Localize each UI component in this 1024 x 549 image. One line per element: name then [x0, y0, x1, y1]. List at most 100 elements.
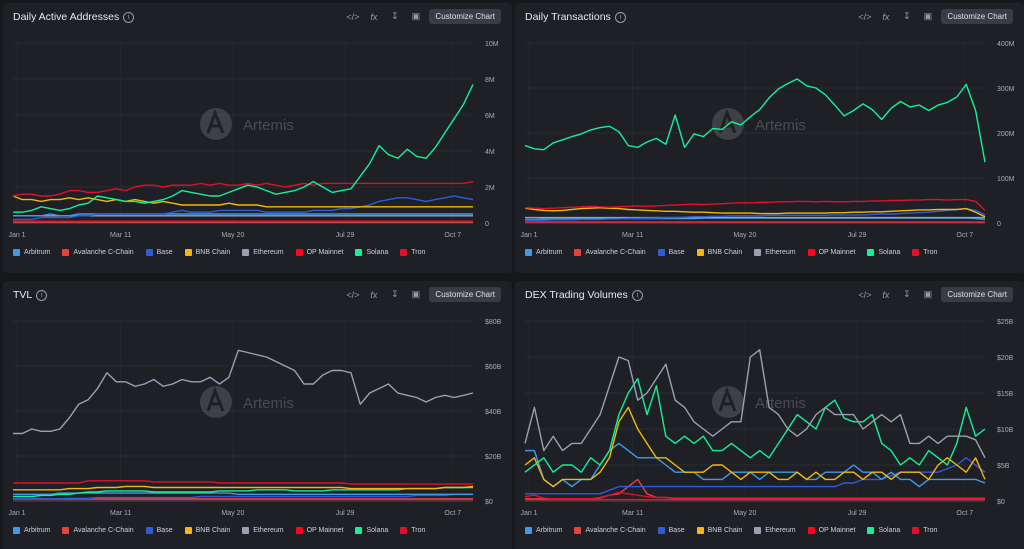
series-line-base: [13, 195, 474, 221]
formula-icon[interactable]: fx: [370, 11, 378, 22]
download-icon[interactable]: ↧: [391, 11, 399, 21]
legend-label: Solana: [366, 527, 389, 534]
legend-swatch: [184, 249, 192, 256]
customize-chart-button[interactable]: Customize Chart: [941, 287, 1013, 302]
legend-swatch: [355, 249, 363, 256]
info-icon[interactable]: i: [36, 290, 48, 301]
legend-item-solana[interactable]: Solana: [867, 249, 900, 256]
chart-legend: Arbitrum Avalanche C-Chain Base BNB Chain Et…: [525, 249, 949, 256]
download-icon[interactable]: ↧: [903, 11, 911, 21]
artemis-watermark: Artemis: [200, 386, 294, 418]
artemis-watermark-text: Artemis: [243, 395, 294, 412]
legend-item-base[interactable]: Base: [145, 249, 173, 256]
formula-icon[interactable]: fx: [882, 11, 890, 22]
series-line-solana: [524, 377, 986, 473]
camera-icon[interactable]: ▣: [923, 11, 933, 21]
series-line-tron: [12, 180, 474, 197]
legend-item-solana[interactable]: Solana: [355, 249, 388, 256]
legend-item-op-mainnet[interactable]: OP Mainnet: [807, 527, 855, 534]
legend-item-avalanche-c-chain[interactable]: Avalanche C-Chain: [574, 249, 646, 256]
customize-chart-button[interactable]: Customize Chart: [429, 9, 501, 24]
x-tick-label: May 20: [221, 510, 244, 517]
legend-item-arbitrum[interactable]: Arbitrum: [525, 249, 562, 256]
x-tick-label: Oct 7: [956, 232, 973, 239]
legend-swatch: [912, 527, 920, 534]
legend-label: Tron: [923, 527, 938, 534]
legend-swatch: [754, 527, 762, 534]
customize-chart-button[interactable]: Customize Chart: [941, 9, 1013, 24]
legend-item-arbitrum[interactable]: Arbitrum: [525, 527, 562, 534]
legend-swatch: [145, 527, 153, 534]
x-tick-label: Jan 1: [520, 510, 537, 517]
legend-item-ethereum[interactable]: Ethereum: [242, 527, 284, 534]
legend-item-bnb-chain[interactable]: BNB Chain: [184, 527, 230, 534]
legend-label: Ethereum: [765, 527, 796, 534]
legend-item-bnb-chain[interactable]: BNB Chain: [696, 249, 742, 256]
legend-item-avalanche-c-chain[interactable]: Avalanche C-Chain: [62, 527, 134, 534]
chart-plot-area[interactable]: 0 100M 200M 300M 400M Jan 1 Mar 11 May 20 Jul 29…: [515, 3, 1024, 273]
x-tick-label: May 20: [221, 232, 244, 239]
legend-item-tron[interactable]: Tron: [400, 527, 425, 534]
download-icon[interactable]: ↧: [391, 289, 399, 299]
legend-label: Base: [156, 527, 173, 534]
y-tick-label: 2M: [485, 185, 495, 192]
legend-label: OP Mainnet: [306, 249, 344, 256]
legend-item-avalanche-c-chain[interactable]: Avalanche C-Chain: [62, 249, 134, 256]
embed-code-icon[interactable]: </>: [346, 289, 360, 300]
series-line-bnb-chain: [12, 195, 473, 208]
formula-icon[interactable]: fx: [882, 289, 890, 300]
legend-item-base[interactable]: Base: [657, 527, 685, 534]
legend-item-op-mainnet[interactable]: OP Mainnet: [295, 527, 343, 534]
y-tick-label: $0: [997, 499, 1005, 506]
embed-code-icon[interactable]: </>: [858, 289, 872, 300]
y-tick-label: $0: [485, 499, 493, 506]
legend-label: Avalanche C-Chain: [73, 527, 134, 534]
legend-swatch: [242, 527, 250, 534]
legend-item-tron[interactable]: Tron: [400, 249, 425, 256]
chart-plot-area[interactable]: $0 $5B $10B $15B $20B $25B Jan 1 Mar 11 May 20 Ju…: [515, 281, 1024, 549]
x-tick-label: May 20: [733, 510, 756, 517]
legend-label: Tron: [411, 249, 426, 256]
artemis-logo-icon: [200, 108, 232, 140]
camera-icon[interactable]: ▣: [411, 289, 421, 299]
legend-item-op-mainnet[interactable]: OP Mainnet: [295, 249, 344, 256]
embed-code-icon[interactable]: </>: [858, 11, 872, 22]
legend-item-ethereum[interactable]: Ethereum: [754, 527, 796, 534]
artemis-logo-icon: [712, 386, 744, 418]
formula-icon[interactable]: fx: [370, 289, 378, 300]
artemis-watermark-text: Artemis: [755, 117, 806, 134]
legend-item-tron[interactable]: Tron: [912, 527, 937, 534]
camera-icon[interactable]: ▣: [411, 11, 421, 21]
legend-item-op-mainnet[interactable]: OP Mainnet: [807, 249, 855, 256]
x-tick-label: Oct 7: [444, 510, 461, 517]
legend-item-arbitrum[interactable]: Arbitrum: [13, 527, 50, 534]
customize-chart-button[interactable]: Customize Chart: [429, 287, 501, 302]
chart-plot-area[interactable]: $0 $20B $40B $60B $80B Jan 1 Mar 11 May 20 Jul 2…: [3, 281, 512, 549]
legend-item-base[interactable]: Base: [145, 527, 173, 534]
embed-code-icon[interactable]: </>: [346, 11, 360, 22]
chart-toolbar: </> fx ↧ ▣ Customize Chart: [854, 9, 1013, 24]
legend-item-avalanche-c-chain[interactable]: Avalanche C-Chain: [574, 527, 646, 534]
info-icon[interactable]: i: [631, 290, 643, 301]
legend-item-arbitrum[interactable]: Arbitrum: [13, 249, 50, 256]
x-tick-label: May 20: [733, 232, 756, 239]
legend-item-solana[interactable]: Solana: [355, 527, 388, 534]
download-icon[interactable]: ↧: [903, 289, 911, 299]
chart-legend: Arbitrum Avalanche C-Chain Base BNB Chain Et…: [525, 527, 949, 534]
camera-icon[interactable]: ▣: [923, 289, 933, 299]
y-tick-label: $60B: [485, 364, 502, 371]
legend-item-base[interactable]: Base: [657, 249, 685, 256]
artemis-logo-mark: [718, 108, 737, 134]
info-icon[interactable]: i: [123, 12, 135, 23]
y-tick-label: 4M: [485, 149, 495, 156]
legend-item-ethereum[interactable]: Ethereum: [754, 249, 796, 256]
info-icon[interactable]: i: [614, 12, 626, 23]
legend-item-bnb-chain[interactable]: BNB Chain: [696, 527, 742, 534]
legend-item-ethereum[interactable]: Ethereum: [242, 249, 284, 256]
chart-plot-area[interactable]: 0 2M 4M 6M 8M 10M Jan 1 Mar 11 May 20 Jul 29 Oct 7…: [3, 3, 512, 273]
legend-swatch: [574, 527, 582, 534]
series-line-ethereum: [13, 349, 474, 435]
legend-item-solana[interactable]: Solana: [867, 527, 900, 534]
legend-item-bnb-chain[interactable]: BNB Chain: [184, 249, 230, 256]
legend-item-tron[interactable]: Tron: [912, 249, 937, 256]
